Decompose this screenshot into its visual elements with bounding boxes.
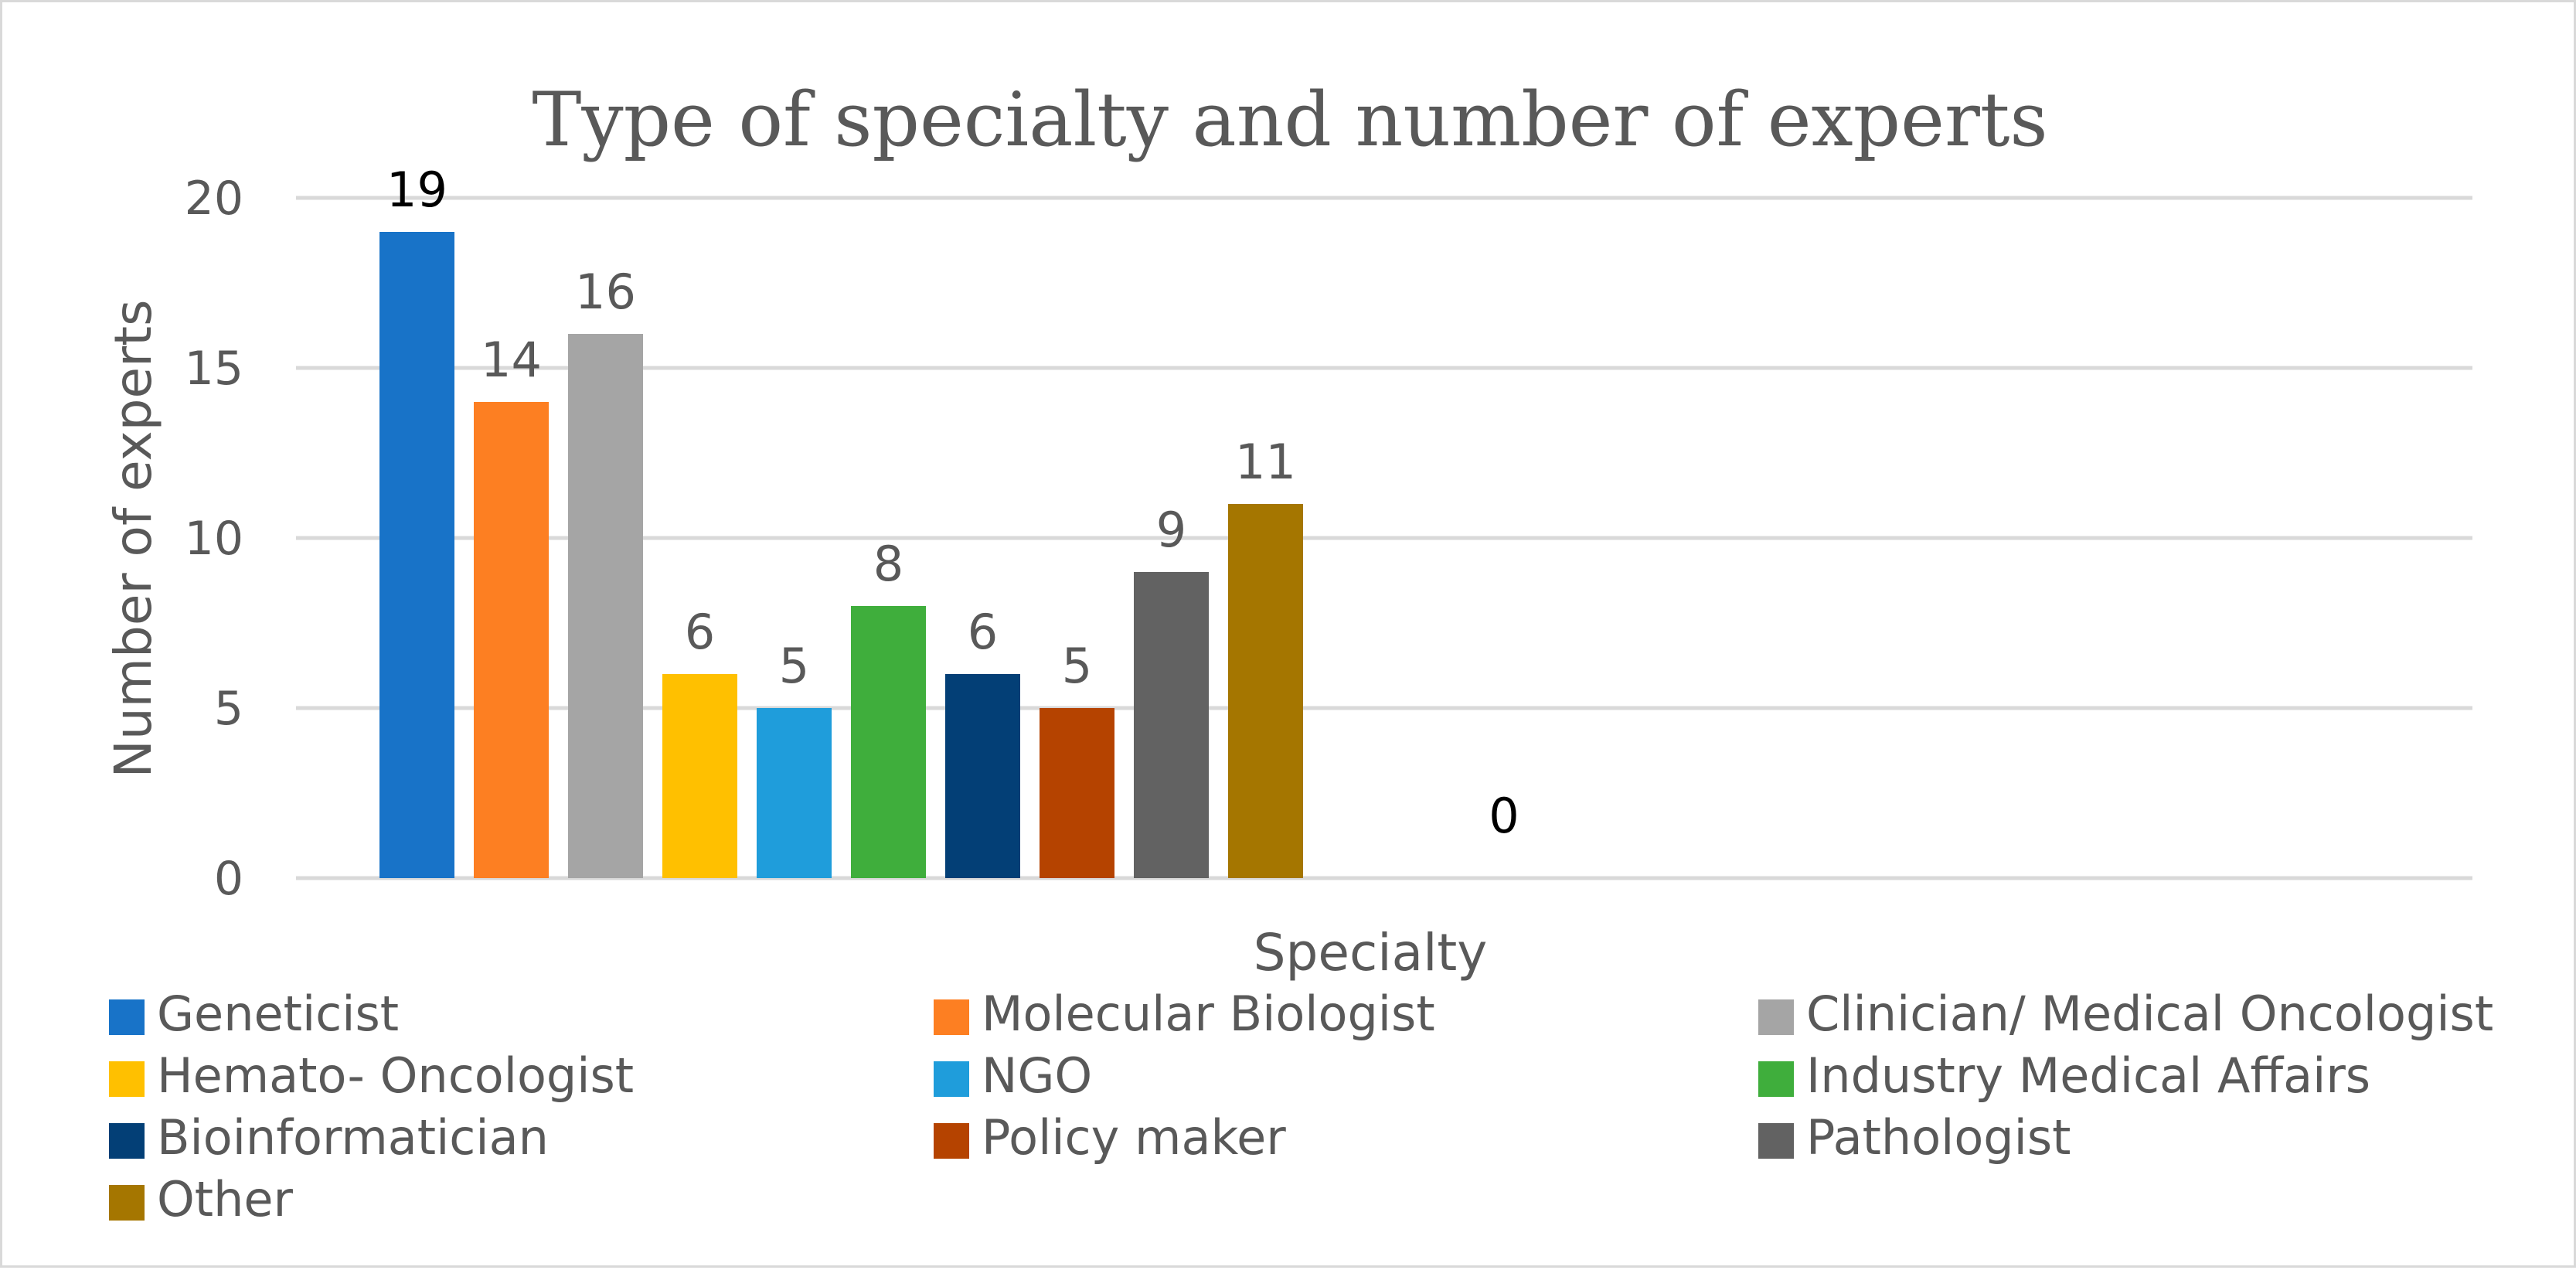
bar-other: [1228, 504, 1303, 878]
bar-geneticist: [379, 232, 454, 878]
gridlines: [296, 196, 2472, 880]
legend-item: Geneticist: [109, 986, 399, 1042]
legend-swatch: [1758, 999, 1794, 1035]
bar-industry-medical-affairs: [851, 606, 926, 878]
legend-label: Hemato- Oncologist: [157, 1047, 634, 1104]
legend: Geneticist Molecular Biologist Clinician/ …: [109, 986, 2493, 1227]
bar-ngo: [757, 708, 832, 878]
legend-label: Policy maker: [982, 1109, 1286, 1166]
data-label: 6: [968, 604, 998, 660]
chart-title: Type of specialty and number of experts: [532, 77, 2047, 163]
legend-swatch: [109, 999, 145, 1035]
bar-molecular-biologist: [474, 402, 549, 878]
legend-label: Industry Medical Affairs: [1806, 1047, 2370, 1104]
y-tick-label: 0: [214, 852, 243, 906]
legend-item: Molecular Biologist: [934, 986, 1435, 1042]
legend-item: Bioinformatician: [109, 1109, 549, 1166]
bar-clinician-medical-oncologist: [568, 334, 643, 878]
data-label: 5: [1062, 638, 1092, 694]
bar-policy-maker: [1040, 708, 1114, 878]
legend-swatch: [934, 1061, 969, 1097]
y-axis-label: Number of experts: [104, 299, 163, 778]
legend-item: NGO: [934, 1047, 1092, 1104]
legend-item: Clinician/ Medical Oncologist: [1758, 986, 2493, 1042]
data-label: 16: [575, 264, 636, 320]
y-axis-ticks: 0 5 10 15 20: [185, 172, 243, 906]
legend-label: Other: [157, 1171, 294, 1227]
data-label: 14: [481, 332, 542, 388]
legend-swatch: [934, 1123, 969, 1159]
legend-label: Bioinformatician: [157, 1109, 549, 1166]
data-label: 6: [685, 604, 715, 660]
bar-pathologist: [1134, 572, 1209, 878]
y-tick-label: 10: [185, 512, 243, 566]
legend-swatch: [109, 1185, 145, 1221]
legend-item: Other: [109, 1171, 294, 1227]
bar-bioinformatician: [945, 674, 1020, 878]
legend-swatch: [1758, 1123, 1794, 1159]
data-labels: 19 14 16 6 5 8 6 5 9 11 0: [386, 162, 1519, 844]
legend-label: NGO: [982, 1047, 1092, 1104]
data-label: 9: [1156, 502, 1186, 558]
legend-item: Industry Medical Affairs: [1758, 1047, 2370, 1104]
legend-swatch: [934, 999, 969, 1035]
legend-item: Pathologist: [1758, 1109, 2071, 1166]
data-label: 11: [1235, 434, 1296, 490]
legend-label: Molecular Biologist: [982, 986, 1435, 1042]
legend-label: Pathologist: [1806, 1109, 2071, 1166]
y-tick-label: 20: [185, 172, 243, 226]
legend-item: Policy maker: [934, 1109, 1286, 1166]
bar-hemato-oncologist: [662, 674, 737, 878]
legend-swatch: [109, 1061, 145, 1097]
legend-label: Clinician/ Medical Oncologist: [1806, 986, 2493, 1042]
bars: [379, 232, 1303, 878]
data-label: 19: [386, 162, 447, 218]
data-label-zero: 0: [1489, 788, 1519, 844]
legend-label: Geneticist: [157, 986, 399, 1042]
y-tick-label: 15: [185, 342, 243, 396]
x-axis-label: Specialty: [1254, 923, 1488, 982]
y-tick-label: 5: [214, 682, 243, 736]
legend-item: Hemato- Oncologist: [109, 1047, 634, 1104]
legend-swatch: [1758, 1061, 1794, 1097]
data-label: 5: [779, 638, 809, 694]
data-label: 8: [873, 536, 903, 592]
legend-swatch: [109, 1123, 145, 1159]
